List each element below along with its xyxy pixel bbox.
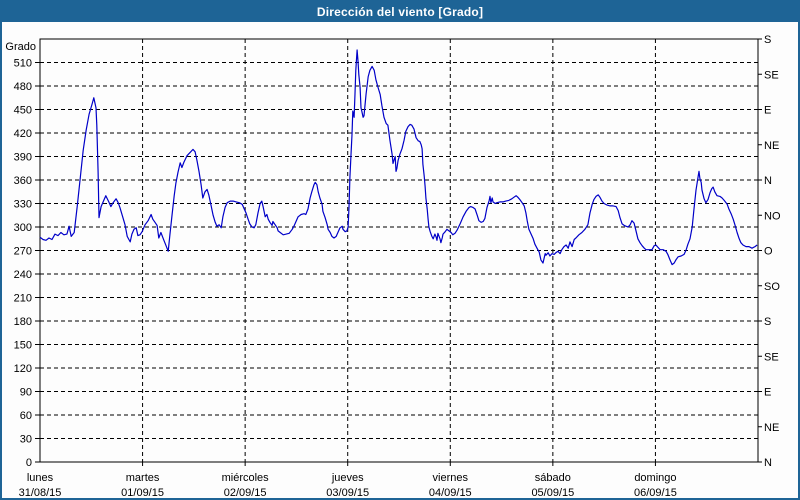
y-tick-label: 510 bbox=[14, 58, 32, 70]
title-bar: Dirección del viento [Grado] bbox=[2, 2, 798, 22]
grid-layer bbox=[40, 39, 758, 462]
x-date-label: 02/09/15 bbox=[224, 487, 267, 498]
x-date-label: 06/09/15 bbox=[634, 487, 677, 498]
compass-tick-label: NE bbox=[764, 140, 779, 152]
y-tick-label: 240 bbox=[14, 269, 32, 281]
axis-layer: 0 30 60 90 120 150 180 210 240 270 300 330 360 390 420… bbox=[14, 34, 781, 498]
compass-tick-label: SE bbox=[764, 351, 779, 363]
y-tick-label: 90 bbox=[20, 387, 32, 399]
wind-direction-line bbox=[40, 50, 757, 265]
y-tick-label: 480 bbox=[14, 81, 32, 93]
x-day-label: martes bbox=[126, 472, 160, 484]
chart-title: Dirección del viento [Grado] bbox=[317, 5, 483, 19]
compass-tick-label: E bbox=[764, 387, 771, 399]
x-date-label: 31/08/15 bbox=[19, 487, 62, 498]
y-tick-label: 210 bbox=[14, 293, 32, 305]
x-day-label: lunes bbox=[27, 472, 54, 484]
series-layer bbox=[40, 50, 757, 265]
y-tick-label: 300 bbox=[14, 222, 32, 234]
y-tick-label: 120 bbox=[14, 363, 32, 375]
y-axis-title: Grado bbox=[5, 41, 36, 53]
compass-tick-label: NO bbox=[764, 210, 781, 222]
compass-tick-label: N bbox=[764, 457, 772, 469]
compass-tick-label: E bbox=[764, 105, 771, 117]
y-tick-label: 0 bbox=[26, 457, 32, 469]
y-tick-label: 420 bbox=[14, 128, 32, 140]
y-tick-label: 180 bbox=[14, 316, 32, 328]
compass-tick-label: S bbox=[764, 34, 771, 46]
compass-tick-label: S bbox=[764, 316, 771, 328]
y-tick-label: 270 bbox=[14, 246, 32, 258]
x-date-label: 04/09/15 bbox=[429, 487, 472, 498]
x-date-label: 03/09/15 bbox=[326, 487, 369, 498]
y-tick-label: 360 bbox=[14, 175, 32, 187]
x-date-label: 05/09/15 bbox=[531, 487, 574, 498]
compass-tick-label: O bbox=[764, 246, 773, 258]
x-date-label: 01/09/15 bbox=[121, 487, 164, 498]
y-tick-label: 60 bbox=[20, 410, 32, 422]
compass-tick-label: N bbox=[764, 175, 772, 187]
y-tick-label: 30 bbox=[20, 434, 32, 446]
x-day-label: jueves bbox=[331, 472, 364, 484]
y-tick-label: 390 bbox=[14, 152, 32, 164]
x-day-label: miércoles bbox=[222, 472, 270, 484]
x-day-label: domingo bbox=[634, 472, 676, 484]
y-tick-label: 330 bbox=[14, 199, 32, 211]
wind-direction-chart: 0 30 60 90 120 150 180 210 240 270 300 330 360 390 420… bbox=[2, 22, 798, 498]
y-tick-label: 450 bbox=[14, 105, 32, 117]
x-day-label: sábado bbox=[535, 472, 571, 484]
y-tick-label: 150 bbox=[14, 340, 32, 352]
compass-tick-label: SO bbox=[764, 281, 780, 293]
compass-tick-label: SE bbox=[764, 69, 779, 81]
compass-tick-label: NE bbox=[764, 422, 779, 434]
x-day-label: viernes bbox=[433, 472, 469, 484]
app-window: Dirección del viento [Grado] 0 30 60 90 120 1… bbox=[0, 0, 800, 500]
